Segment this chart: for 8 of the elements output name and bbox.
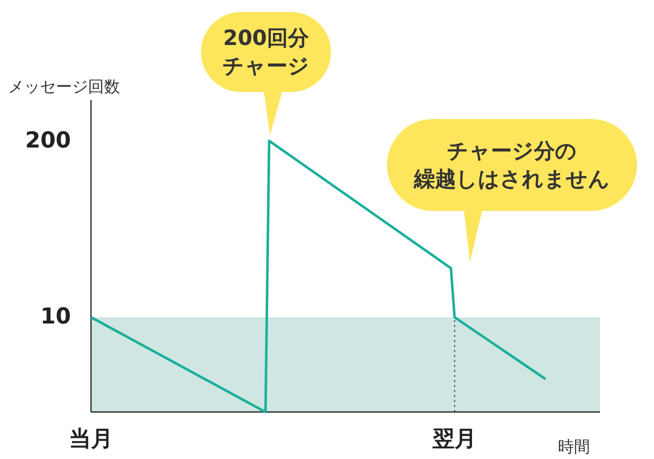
x-axis-title: 時間 xyxy=(558,437,590,456)
y-tick-label: 10 xyxy=(40,304,71,330)
y-axis-title: メッセージ回数 xyxy=(8,77,120,96)
x-tick-label: 当月 xyxy=(69,427,113,452)
annotation: チャージ分の繰越しはされません xyxy=(413,139,610,191)
text: 200回分チャージ xyxy=(222,26,310,78)
x-tick-label: 翌月 xyxy=(432,427,477,452)
y-tick-label: 200 xyxy=(25,128,71,154)
